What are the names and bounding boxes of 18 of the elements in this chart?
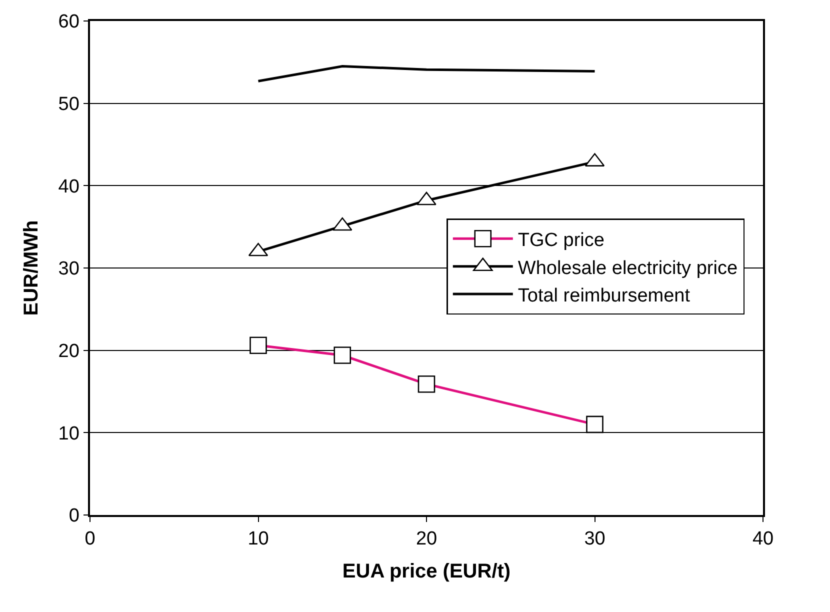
legend-label: Wholesale electricity price bbox=[518, 258, 738, 279]
x-axis-title: EUA price (EUR/t) bbox=[342, 560, 511, 583]
x-tick-label: 40 bbox=[752, 528, 774, 550]
y-tick-label: 50 bbox=[58, 94, 80, 115]
y-tick-label: 0 bbox=[68, 506, 80, 527]
x-tick-label: 0 bbox=[84, 528, 96, 550]
y-tick-label: 60 bbox=[58, 12, 80, 33]
legend-label: TGC price bbox=[518, 230, 604, 252]
line-series bbox=[257, 65, 596, 82]
y-tick-label: 30 bbox=[58, 258, 80, 280]
x-tick-label: 10 bbox=[248, 528, 269, 550]
y-tick-label: 40 bbox=[58, 176, 80, 198]
legend-label: Total reimbursement bbox=[518, 285, 691, 306]
y-tick-label: 20 bbox=[58, 340, 80, 362]
x-tick-label: 30 bbox=[584, 528, 606, 550]
x-tick-label: 20 bbox=[416, 528, 438, 550]
y-axis-title: EUR/MWh bbox=[20, 220, 42, 316]
y-tick-label: 10 bbox=[58, 423, 80, 444]
